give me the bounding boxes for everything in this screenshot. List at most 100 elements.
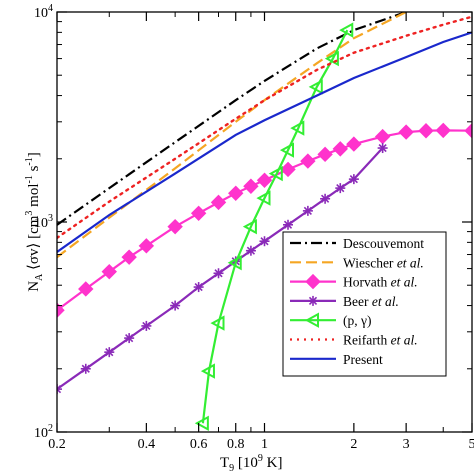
series-line-descouvemont xyxy=(57,12,407,226)
data-point-horvath-et-al xyxy=(57,302,65,318)
x-axis-label-main: T xyxy=(220,455,229,471)
data-point-horvath-et-al xyxy=(121,249,137,265)
data-point-p xyxy=(290,120,305,136)
data-point-horvath-et-al xyxy=(398,124,414,140)
series-line-reifarth-et-al xyxy=(57,15,472,240)
data-point-beer-et-al-stroke xyxy=(171,301,180,310)
data-point-p xyxy=(279,142,295,158)
data-point-beer-et-al-stroke xyxy=(283,220,293,229)
x-tick-label: 0.6 xyxy=(190,437,208,452)
legend-label-reifarth-et-al: Reifarth et al. xyxy=(343,333,418,348)
series-line-wiescher-et-al xyxy=(57,12,407,259)
data-point-beer-et-al-stroke xyxy=(214,269,223,278)
x-axis-label-unit-exp: 9 xyxy=(258,453,263,464)
series-layer xyxy=(57,12,472,431)
data-point-beer-et-al-stroke xyxy=(57,388,62,394)
data-point-beer-et-al-stroke xyxy=(194,282,203,292)
legend-label-horvath-et-al: Horvath et al. xyxy=(343,275,418,290)
data-point-beer-et-al xyxy=(124,333,135,344)
data-point-beer-et-al xyxy=(213,268,224,279)
legend-label-wiescher-et-al: Wiescher et al. xyxy=(343,255,424,270)
legend-label-descouvemont: Descouvemont xyxy=(343,236,424,251)
data-point-p xyxy=(200,363,215,379)
data-point-horvath-et-al xyxy=(167,218,183,235)
legend-marker-horvath-et-al xyxy=(305,273,321,290)
data-point-horvath-et-al xyxy=(243,178,259,194)
data-point-p xyxy=(339,22,354,38)
data-point-p xyxy=(308,79,323,95)
data-point-p xyxy=(227,255,242,271)
x-axis-label-sub: 9 xyxy=(229,463,234,474)
data-point-beer-et-al-stroke xyxy=(105,348,114,357)
data-point-p xyxy=(210,315,225,331)
data-point-beer-et-al-stroke xyxy=(246,246,256,255)
ticks-layer: 0.2 0.4 0.6 0.8 1 2 3 5 102 103 104 xyxy=(34,3,474,452)
data-point-beer-et-al xyxy=(193,282,204,293)
data-point-horvath-et-al xyxy=(78,281,94,297)
x-axis-label-unit: [10 xyxy=(234,455,258,471)
data-point-beer-et-al xyxy=(302,205,313,216)
x-tick-label: 0.2 xyxy=(48,437,66,452)
data-point-p xyxy=(268,165,283,182)
data-point-horvath-et-al xyxy=(435,122,451,139)
x-tick-label: 2 xyxy=(350,437,357,452)
series-p xyxy=(194,22,354,431)
data-point-horvath-et-al xyxy=(138,238,155,254)
data-point-beer-et-al-stroke xyxy=(142,321,151,331)
data-point-beer-et-al xyxy=(141,320,152,331)
legend-marker-beer-et-al xyxy=(308,295,318,306)
data-point-p xyxy=(242,218,257,235)
data-point-beer-et-al xyxy=(335,183,346,194)
legend-marker-p xyxy=(304,312,319,328)
data-point-horvath-et-al xyxy=(346,136,362,152)
x-axis-label-unit-end: K] xyxy=(263,455,283,471)
data-point-beer-et-al xyxy=(170,300,181,311)
data-point-horvath-et-al xyxy=(101,263,117,280)
legend-label-beer-et-al: Beer et al. xyxy=(343,294,399,309)
data-point-horvath-et-al xyxy=(464,123,472,139)
data-point-horvath-et-al xyxy=(332,141,348,157)
x-tick-label: 0.4 xyxy=(138,437,156,452)
legend: Descouvemont Wiescher et al. Horvath et al… xyxy=(282,231,447,377)
data-point-horvath-et-al xyxy=(317,146,333,163)
x-tick-label: 3 xyxy=(403,437,410,452)
legend-label-present: Present xyxy=(343,352,383,367)
data-point-p xyxy=(256,190,271,206)
y-tick-label: 104 xyxy=(34,3,53,21)
data-point-beer-et-al-stroke xyxy=(336,184,345,193)
data-point-horvath-et-al xyxy=(210,194,227,211)
data-point-beer-et-al xyxy=(57,384,62,395)
data-point-beer-et-al-stroke xyxy=(260,237,269,246)
data-point-beer-et-al xyxy=(283,219,294,230)
data-point-beer-et-al-stroke xyxy=(349,175,358,184)
data-point-beer-et-al-stroke xyxy=(320,194,330,203)
plot-frame xyxy=(56,11,473,433)
legend-marker-beer-et-al-stroke xyxy=(308,296,318,306)
data-point-beer-et-al xyxy=(80,363,91,374)
data-point-beer-et-al-stroke xyxy=(303,206,312,215)
y-tick-label: 102 xyxy=(34,423,53,441)
data-point-p xyxy=(194,415,209,431)
series-descouvemont xyxy=(57,12,407,226)
data-point-horvath-et-al xyxy=(256,172,273,188)
data-point-beer-et-al-stroke xyxy=(81,364,90,373)
series-present xyxy=(57,31,472,253)
x-tick-label: 1 xyxy=(261,437,268,452)
data-point-beer-et-al xyxy=(320,193,331,204)
data-point-beer-et-al xyxy=(245,245,256,256)
data-point-beer-et-al xyxy=(104,347,115,358)
series-wiescher-et-al xyxy=(57,12,407,259)
legend-label-p: (p, γ) xyxy=(343,313,371,328)
x-tick-label: 5 xyxy=(469,437,474,452)
series-reifarth-et-al xyxy=(57,15,472,240)
data-point-beer-et-al-stroke xyxy=(125,333,134,343)
data-point-p xyxy=(324,50,339,67)
x-axis-label: T9 [109 K] xyxy=(220,453,283,474)
data-point-horvath-et-al xyxy=(418,123,434,139)
data-point-horvath-et-al xyxy=(280,161,296,178)
y-axis-label: NA ⟨σv⟩ [cm3 mol-1 s-1] xyxy=(24,152,45,292)
data-point-beer-et-al xyxy=(377,143,388,154)
series-line-present xyxy=(57,31,472,253)
data-point-beer-et-al-stroke xyxy=(378,143,387,153)
